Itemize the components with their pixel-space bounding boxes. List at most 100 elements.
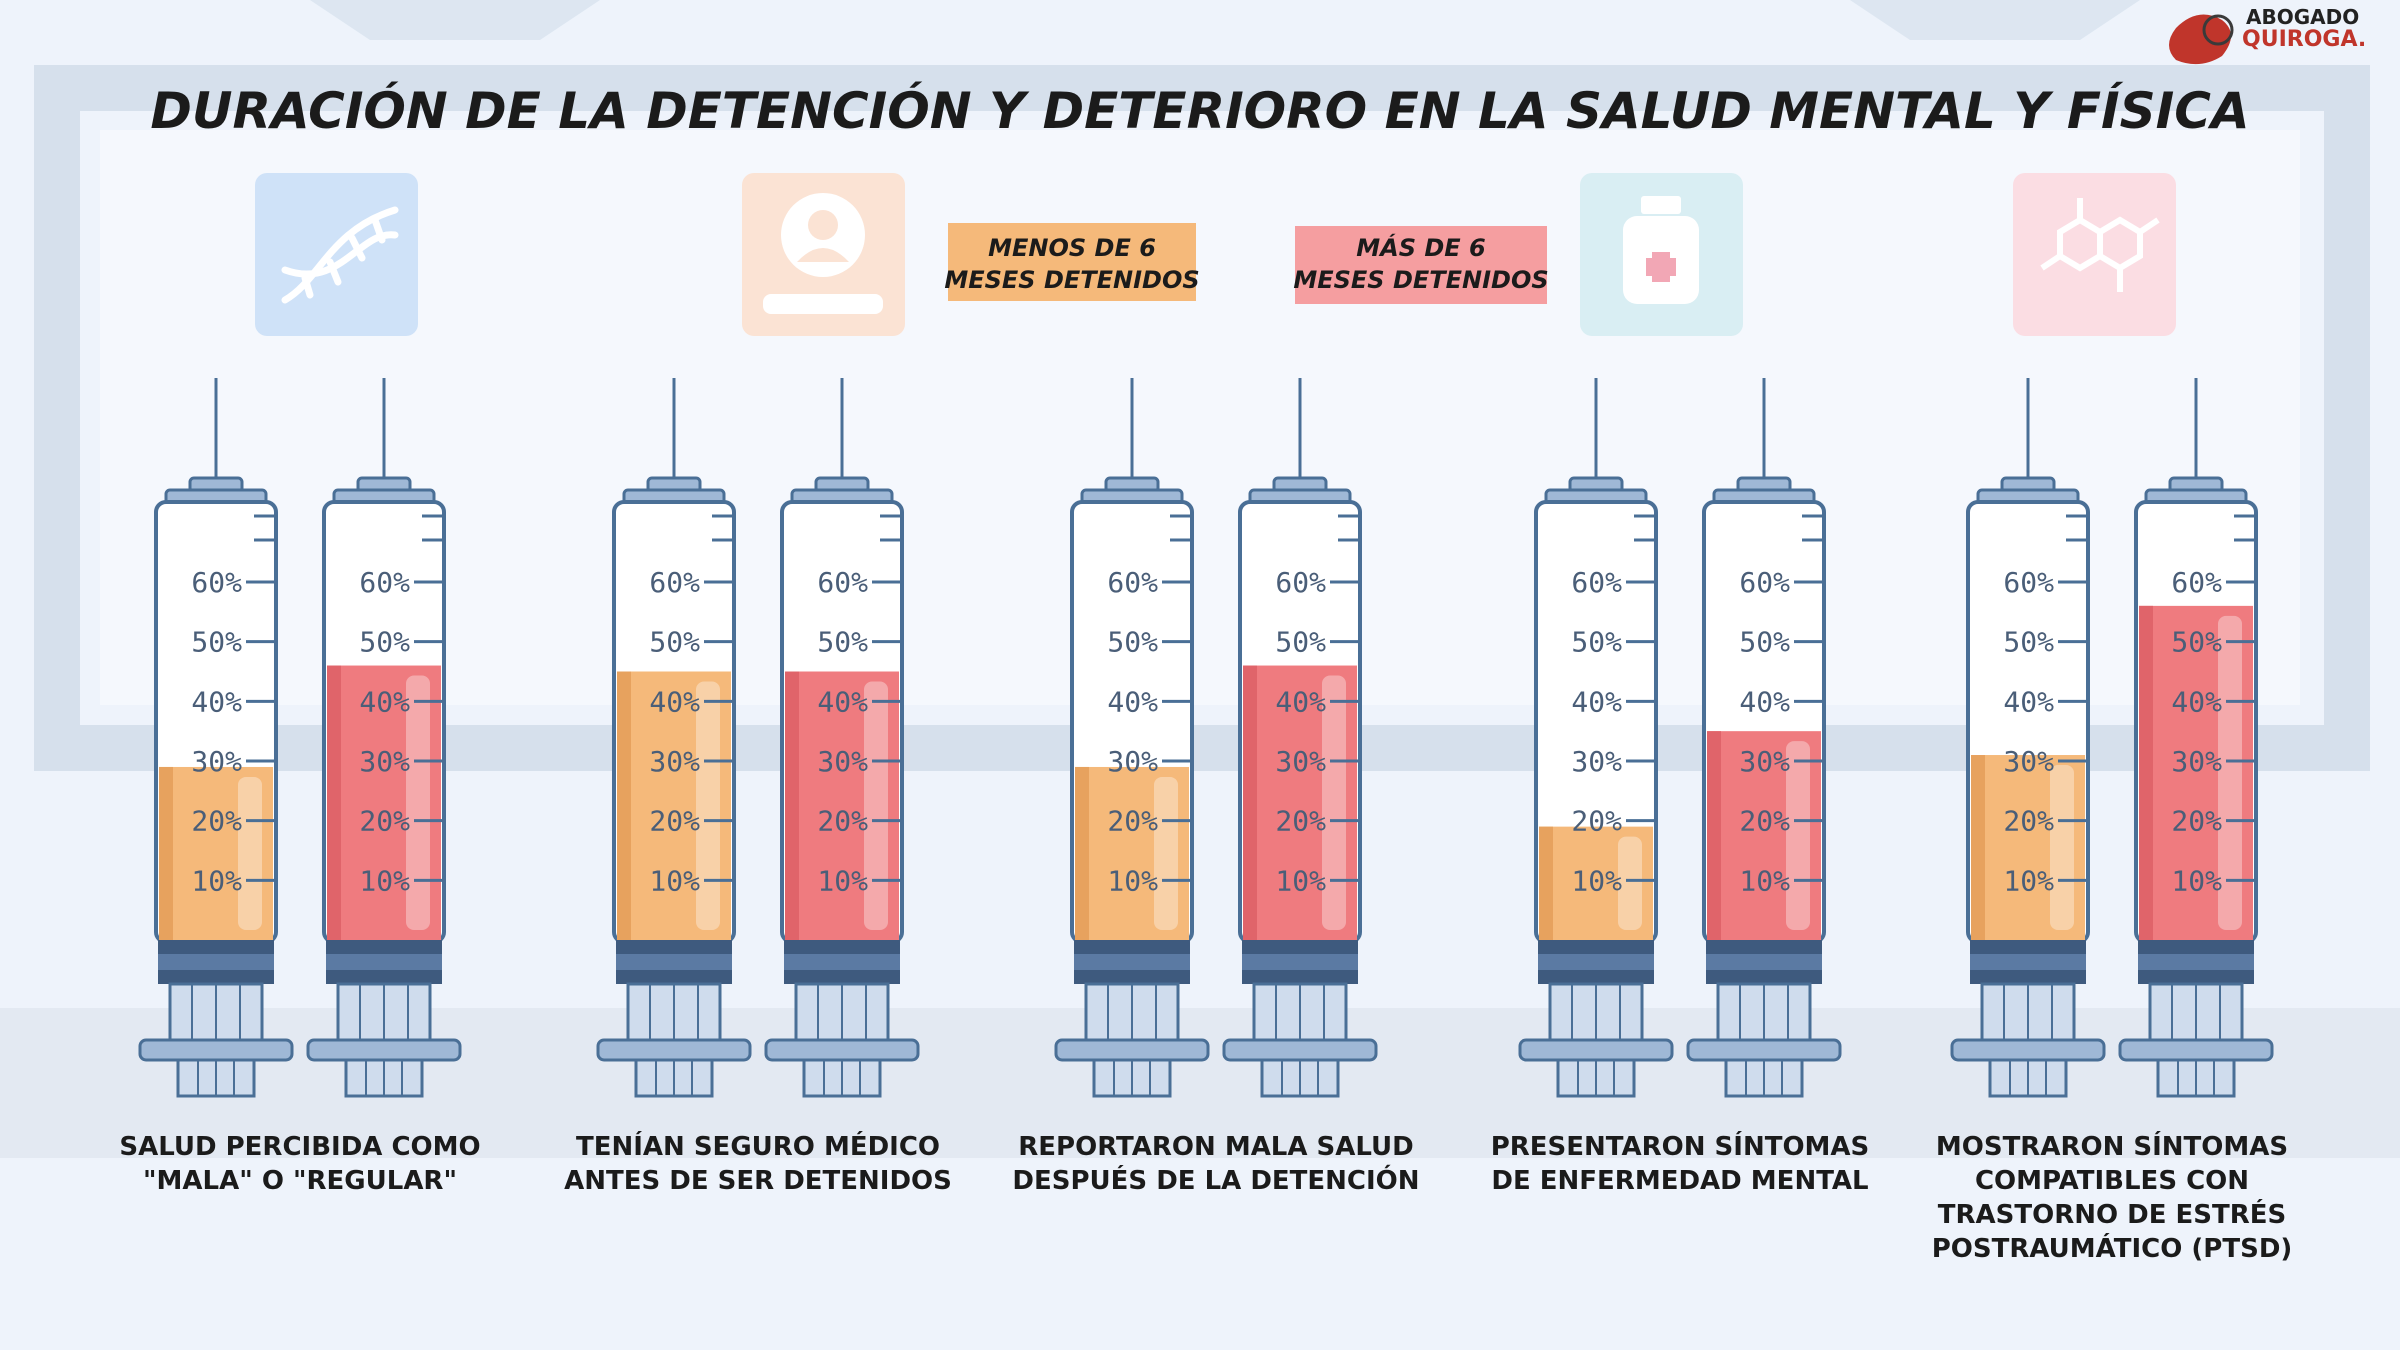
legend-more-line1: MÁS DE 6: [1356, 233, 1485, 262]
bar-highlight: [1322, 675, 1346, 930]
tick-label: 10%: [359, 864, 410, 897]
bar-shade: [1243, 665, 1257, 940]
syringe-more: 10% 20% 30% 40% 50% 60%: [1686, 378, 1842, 1098]
bar-shade: [1539, 826, 1553, 940]
tick-label: 20%: [191, 805, 242, 838]
tick-label: 30%: [2171, 745, 2222, 778]
category-label-line: COMPATIBLES CON: [1975, 1166, 2249, 1196]
tick-label: 60%: [649, 566, 700, 599]
bar-less-2: [617, 671, 731, 940]
bar-highlight: [1154, 776, 1178, 930]
tick-label: 10%: [2003, 864, 2054, 897]
tick-label: 50%: [359, 626, 410, 659]
tick-label: 10%: [649, 864, 700, 897]
bar-highlight: [1786, 741, 1810, 930]
tick-label: 60%: [2003, 566, 2054, 599]
tick-label: 60%: [1739, 566, 1790, 599]
bar-shade: [327, 665, 341, 940]
category-label-line: POSTRAUMÁTICO (PTSD): [1932, 1232, 2293, 1264]
icon-molecule-tile: [2013, 173, 2176, 336]
tick-label: 30%: [1739, 745, 1790, 778]
syringe-flange: [1222, 1038, 1378, 1062]
bg-roof-left: [310, 0, 600, 40]
tick-label: 30%: [817, 745, 868, 778]
category-label-line: REPORTARON MALA SALUD: [1018, 1132, 1413, 1162]
syringe-seal-stripe: [616, 954, 732, 970]
icon-user-tile: [742, 173, 905, 336]
syringe-pair-5: 10% 20% 30% 40% 50% 60% 10% 20% 30% 40% 50% 60% MOST…: [1932, 378, 2293, 1264]
tick-label: 20%: [2171, 805, 2222, 838]
chart-title: DURACIÓN DE LA DETENCIÓN Y DETERIORO EN …: [150, 81, 2249, 140]
syringe-flange: [138, 1038, 294, 1062]
icon-tile-bg: [2013, 173, 2176, 336]
tick-label: 20%: [1571, 805, 1622, 838]
tick-label: 10%: [2171, 864, 2222, 897]
bar-more-4: [1707, 731, 1821, 940]
bar-shade: [617, 671, 631, 940]
tick-label: 30%: [649, 745, 700, 778]
bar-more-3: [1243, 665, 1357, 940]
bar-highlight: [2218, 615, 2242, 930]
user-profile-icon: [763, 193, 883, 314]
tick-label: 60%: [191, 566, 242, 599]
tick-label: 40%: [1739, 685, 1790, 718]
category-label-line: TRASTORNO DE ESTRÉS: [1938, 1198, 2287, 1230]
tick-label: 40%: [817, 685, 868, 718]
syringe-more: 10% 20% 30% 40% 50% 60%: [2118, 378, 2274, 1098]
molecule-icon: [2040, 198, 2160, 292]
legend-swatch-more: [1295, 226, 1547, 304]
tick-label: 20%: [649, 805, 700, 838]
syringe-more: 10% 20% 30% 40% 50% 60%: [306, 378, 462, 1098]
category-label-line: "MALA" O "REGULAR": [143, 1166, 457, 1196]
bar-more-5: [2139, 605, 2253, 940]
syringe-flange: [1054, 1038, 1210, 1062]
brand-line2: QUIROGA.: [2242, 27, 2366, 52]
tick-label: 20%: [1739, 805, 1790, 838]
syringe-flange: [306, 1038, 462, 1062]
tick-label: 50%: [1571, 626, 1622, 659]
tick-label: 40%: [649, 685, 700, 718]
legend: MENOS DE 6 MESES DETENIDOS MÁS DE 6 MESE…: [944, 223, 1549, 304]
category-label-line: TENÍAN SEGURO MÉDICO: [576, 1130, 940, 1162]
legend-item-less: MENOS DE 6 MESES DETENIDOS: [944, 223, 1200, 301]
syringe-flange: [1518, 1038, 1674, 1062]
logo-ring-icon: [2202, 14, 2234, 46]
syringe-less: 10% 20% 30% 40% 50% 60%: [596, 378, 752, 1098]
tick-label: 10%: [1739, 864, 1790, 897]
syringe-seal-stripe: [1074, 954, 1190, 970]
tick-label: 20%: [817, 805, 868, 838]
bar-highlight: [238, 776, 262, 930]
syringe-less: 10% 20% 30% 40% 50% 60%: [1518, 378, 1674, 1098]
tick-label: 60%: [817, 566, 868, 599]
tick-label: 40%: [2171, 685, 2222, 718]
bar-shade: [159, 766, 173, 940]
logo-mark-icon: [2169, 14, 2231, 65]
tick-label: 10%: [1571, 864, 1622, 897]
syringe-seal-stripe: [1970, 954, 2086, 970]
tick-label: 50%: [2171, 626, 2222, 659]
syringe-less: 10% 20% 30% 40% 50% 60%: [1950, 378, 2106, 1098]
tick-label: 30%: [191, 745, 242, 778]
category-label-line: DE ENFERMEDAD MENTAL: [1491, 1166, 1868, 1196]
dna-icon: [281, 206, 399, 304]
category-label-line: MOSTRARON SÍNTOMAS: [1936, 1130, 2288, 1162]
tick-label: 40%: [359, 685, 410, 718]
tick-label: 30%: [1275, 745, 1326, 778]
tick-label: 50%: [1107, 626, 1158, 659]
tick-label: 30%: [359, 745, 410, 778]
brand-logo: ABOGADO QUIROGA.: [2169, 5, 2366, 65]
icon-tile-bg: [255, 173, 418, 336]
bar-less-4: [1539, 826, 1653, 940]
syringe-less: 10% 20% 30% 40% 50% 60%: [138, 378, 294, 1098]
tick-label: 20%: [359, 805, 410, 838]
category-label-line: DESPUÉS DE LA DETENCIÓN: [1012, 1164, 1419, 1196]
medicine-bottle-icon: [1623, 196, 1699, 304]
bar-shade: [1971, 755, 1985, 940]
tick-label: 10%: [1275, 864, 1326, 897]
bg-roof-right: [1850, 0, 2140, 40]
syringe-pair-1: 10% 20% 30% 40% 50% 60% 10% 20% 30% 40% 50% 60% SALU…: [119, 378, 481, 1196]
syringe-pair-3: 10% 20% 30% 40% 50% 60% 10% 20% 30% 40% 50% 60% REPO…: [1012, 378, 1420, 1196]
tick-label: 30%: [1571, 745, 1622, 778]
syringe-flange: [764, 1038, 920, 1062]
